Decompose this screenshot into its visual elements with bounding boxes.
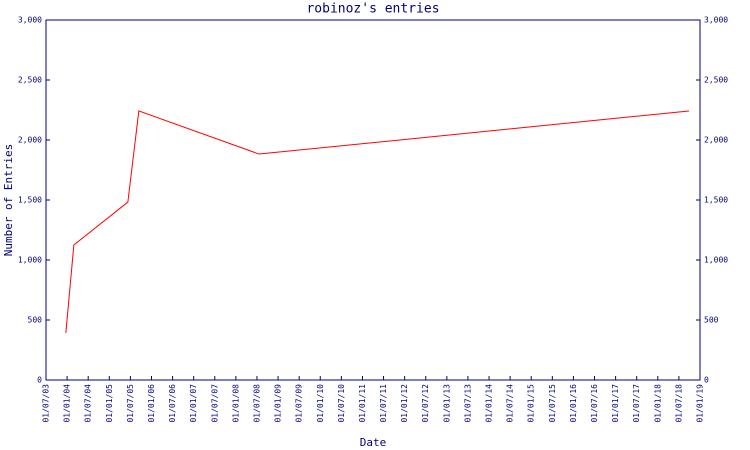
y2-tick-label: 1,500 bbox=[704, 196, 728, 205]
y2-tick-label: 0 bbox=[704, 376, 709, 385]
x-tick-label: 01/01/18 bbox=[653, 384, 662, 423]
x-tick-label: 01/07/18 bbox=[674, 384, 683, 423]
x-tick-label: 01/01/07 bbox=[189, 384, 198, 423]
x-tick-label: 01/07/09 bbox=[295, 384, 304, 423]
x-tick-label: 01/07/17 bbox=[632, 384, 641, 423]
x-tick-label: 01/07/15 bbox=[548, 384, 557, 423]
y-tick-label: 1,500 bbox=[18, 196, 42, 205]
y2-tick-label: 2,000 bbox=[704, 136, 728, 145]
x-tick-label: 01/01/05 bbox=[105, 384, 114, 423]
y-tick-label: 1,000 bbox=[18, 256, 42, 265]
x-tick-label: 01/07/10 bbox=[337, 384, 346, 423]
x-tick-label: 01/07/06 bbox=[168, 384, 177, 423]
y-tick-label: 2,500 bbox=[18, 76, 42, 85]
y2-tick-label: 2,500 bbox=[704, 76, 728, 85]
y-tick-label: 2,000 bbox=[18, 136, 42, 145]
chart-title: robinoz's entries bbox=[306, 2, 439, 17]
x-tick-label: 01/07/07 bbox=[210, 384, 219, 423]
x-tick-label: 01/01/15 bbox=[527, 384, 536, 423]
x-axis-label: Date bbox=[360, 436, 387, 449]
x-tick-label: 01/07/13 bbox=[463, 384, 472, 423]
y2-tick-label: 500 bbox=[704, 316, 719, 325]
x-tick-label: 01/07/04 bbox=[84, 384, 93, 423]
x-tick-label: 01/07/16 bbox=[590, 384, 599, 423]
x-tick-label: 01/01/17 bbox=[611, 384, 620, 423]
x-tick-label: 01/01/16 bbox=[569, 384, 578, 423]
y-tick-label: 3,000 bbox=[18, 16, 42, 25]
x-tick-label: 01/07/14 bbox=[506, 384, 515, 423]
y-axis-label: Number of Entries bbox=[2, 144, 15, 257]
y2-tick-label: 3,000 bbox=[704, 16, 728, 25]
x-tick-label: 01/01/09 bbox=[274, 384, 283, 423]
x-tick-label: 01/07/08 bbox=[252, 384, 261, 423]
x-tick-label: 01/07/03 bbox=[42, 384, 51, 423]
y2-tick-label: 1,000 bbox=[704, 256, 728, 265]
data-line bbox=[65, 110, 690, 334]
x-tick-label: 01/01/14 bbox=[485, 384, 494, 423]
x-tick-label: 01/01/11 bbox=[358, 384, 367, 423]
plot-frame bbox=[45, 19, 701, 381]
x-tick-label: 01/01/19 bbox=[696, 384, 705, 423]
x-tick-label: 01/07/12 bbox=[421, 384, 430, 423]
x-tick-label: 01/01/13 bbox=[442, 384, 451, 423]
x-tick-label: 01/01/10 bbox=[316, 384, 325, 423]
x-tick-label: 01/01/06 bbox=[147, 384, 156, 423]
x-tick-label: 01/07/11 bbox=[379, 384, 388, 423]
x-tick-label: 01/01/08 bbox=[231, 384, 240, 423]
x-tick-label: 01/01/04 bbox=[63, 384, 72, 423]
y-tick-label: 0 bbox=[37, 376, 42, 385]
x-tick-label: 01/01/12 bbox=[400, 384, 409, 423]
x-tick-label: 01/07/05 bbox=[126, 384, 135, 423]
y-tick-label: 500 bbox=[28, 316, 43, 325]
